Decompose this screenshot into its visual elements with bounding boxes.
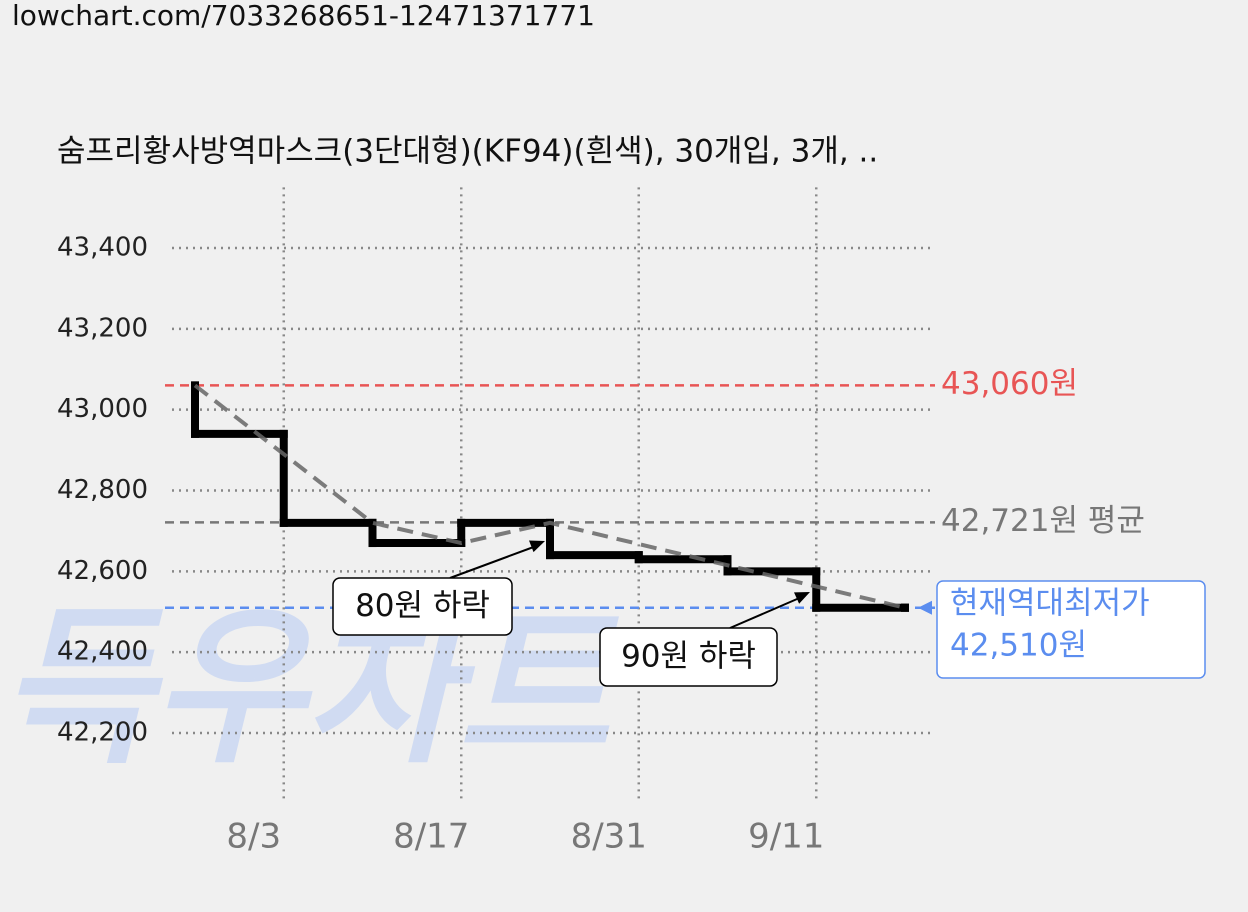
chart-title: 숨프리황사방역마스크(3단대형)(KF94)(흰색), 30개입, 3개, ..: [57, 134, 878, 170]
x-tick-label: 9/11: [748, 817, 824, 857]
y-tick-label: 43,400: [57, 233, 148, 263]
y-tick-label: 42,600: [57, 556, 148, 586]
trend-line: [193, 383, 906, 610]
y-tick-label: 42,200: [57, 717, 148, 747]
annotation-arrowhead: [529, 540, 545, 553]
x-tick-label: 8/3: [226, 817, 281, 857]
annotation-box: [599, 627, 778, 687]
reference-label: 42,510원: [950, 628, 1087, 664]
y-tick-label: 42,800: [57, 475, 148, 505]
min-price-note: 현재역대최저가: [950, 586, 1150, 622]
y-tick-label: 43,200: [57, 313, 148, 343]
watermark: 득우차트: [0, 589, 619, 787]
min-price-box: [936, 580, 1206, 679]
annotation-arrowhead: [794, 592, 810, 604]
annotation-arrow: [449, 544, 540, 579]
url: lowchart.com/7033268651-12471371771: [12, 0, 595, 32]
reference-label: 43,060원: [941, 366, 1078, 402]
annotation-box: [332, 577, 513, 636]
x-tick-label: 8/31: [571, 817, 647, 857]
reference-label: 42,721원 평균: [941, 503, 1145, 539]
annotation-text: 80원 하락: [355, 588, 490, 624]
annotation-arrow: [729, 595, 805, 629]
x-tick-label: 8/17: [393, 817, 469, 857]
y-tick-label: 42,400: [57, 637, 148, 667]
annotation-text: 90원 하락: [621, 639, 756, 675]
min-price-pointer: [918, 600, 932, 615]
y-tick-label: 43,000: [57, 394, 148, 424]
